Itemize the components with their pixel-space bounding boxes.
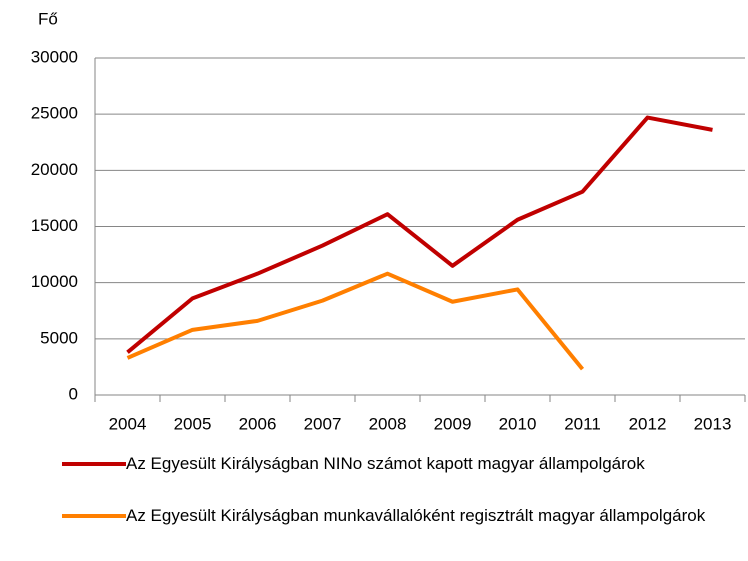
x-tick-label: 2009 bbox=[434, 414, 472, 433]
series-line bbox=[126, 115, 713, 354]
legend-swatch bbox=[62, 514, 126, 518]
legend-label: Az Egyesült Királyságban NINo számot kap… bbox=[126, 454, 645, 473]
legend-entry: Az Egyesült Királyságban munkavállalókén… bbox=[62, 504, 732, 528]
legend: Az Egyesült Királyságban NINo számot kap… bbox=[62, 452, 732, 556]
x-tick-label: 2005 bbox=[174, 414, 212, 433]
y-axis-label: Fő bbox=[38, 9, 58, 28]
y-tick-label: 5000 bbox=[40, 328, 78, 347]
y-tick-label: 10000 bbox=[31, 272, 78, 291]
y-tick-label: 30000 bbox=[31, 47, 78, 66]
legend-label: Az Egyesült Királyságban munkavállalókén… bbox=[126, 506, 706, 525]
series-line bbox=[126, 271, 585, 371]
x-tick-label: 2007 bbox=[304, 414, 342, 433]
y-tick-label: 0 bbox=[69, 384, 78, 403]
x-tick-label: 2008 bbox=[369, 414, 407, 433]
x-tick-label: 2012 bbox=[629, 414, 667, 433]
legend-entry: Az Egyesült Királyságban NINo számot kap… bbox=[62, 452, 732, 476]
x-tick-label: 2006 bbox=[239, 414, 277, 433]
x-tick-label: 2011 bbox=[564, 414, 601, 433]
y-tick-label: 15000 bbox=[31, 216, 78, 235]
x-tick-label: 2010 bbox=[499, 414, 537, 433]
chart: Fő 0 5000 10000 15000 20000 25000 30000 2004 200… bbox=[31, 9, 746, 433]
y-tick-label: 25000 bbox=[31, 104, 78, 123]
y-tick-label: 20000 bbox=[31, 160, 78, 179]
x-tick-label: 2004 bbox=[109, 414, 147, 433]
x-tick-label: 2013 bbox=[694, 414, 732, 433]
legend-swatch bbox=[62, 462, 126, 466]
